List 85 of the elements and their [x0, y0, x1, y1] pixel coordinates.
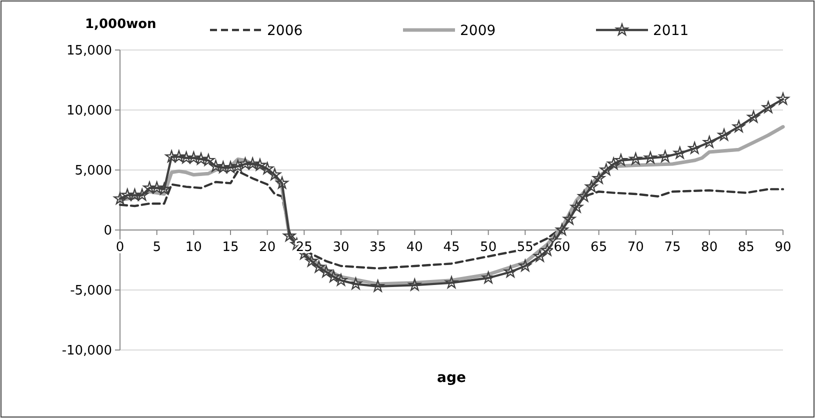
point	[334, 274, 348, 286]
y-tick-label: 5,000	[74, 164, 112, 179]
legend-label: 2009	[460, 22, 496, 39]
point	[556, 223, 568, 236]
point	[644, 151, 657, 164]
point	[540, 244, 554, 256]
point	[238, 157, 252, 170]
x-tick-label: 45	[443, 240, 460, 255]
point	[349, 277, 362, 290]
point	[305, 254, 318, 267]
x-tick-label: 15	[222, 240, 239, 255]
point	[150, 181, 164, 194]
point	[518, 259, 532, 272]
point	[143, 181, 156, 194]
point	[578, 190, 590, 202]
point	[114, 192, 126, 204]
point	[445, 276, 458, 288]
y-tick-label: -5,000	[70, 284, 112, 299]
y-tick-label: 15,000	[66, 44, 112, 59]
x-tick-label: 75	[664, 240, 681, 255]
point	[776, 92, 790, 105]
x-tick-label: 5	[152, 240, 161, 255]
point	[172, 150, 186, 162]
point	[585, 180, 598, 192]
point	[747, 110, 760, 123]
point	[261, 162, 274, 174]
point	[408, 278, 421, 291]
point	[121, 188, 134, 201]
point	[372, 280, 384, 292]
point	[268, 168, 281, 180]
point	[180, 151, 193, 164]
point	[703, 136, 716, 148]
legend-label: 2011	[653, 22, 689, 39]
point	[563, 212, 576, 225]
x-tick-label: 10	[185, 240, 202, 255]
y-axis-title: 1,000won	[85, 17, 156, 32]
point	[534, 250, 546, 262]
x-tick-label: 85	[738, 240, 754, 255]
point	[187, 151, 200, 164]
x-tick-label: 0	[116, 240, 124, 255]
point	[607, 157, 620, 170]
point	[246, 157, 259, 170]
point	[320, 265, 333, 278]
y-tick-label: 0	[104, 224, 112, 239]
y-tick-label: -10,000	[62, 344, 112, 359]
point	[216, 161, 230, 174]
legend-label: 2006	[267, 22, 303, 39]
point	[283, 229, 296, 242]
point	[614, 154, 628, 166]
point	[629, 152, 642, 165]
point	[209, 160, 222, 172]
x-tick-label: 30	[332, 240, 350, 255]
x-tick-label: 35	[370, 240, 386, 255]
y-tick-label: 10,000	[66, 104, 112, 119]
point	[136, 188, 148, 201]
point	[165, 150, 178, 162]
x-tick-label: 20	[259, 240, 276, 255]
point	[762, 101, 775, 114]
point	[570, 200, 584, 213]
point	[312, 260, 326, 273]
point	[688, 142, 701, 154]
point	[674, 146, 686, 159]
x-tick-label: 60	[554, 240, 570, 255]
point	[482, 271, 495, 284]
point	[592, 172, 606, 184]
point	[658, 150, 672, 162]
point	[504, 265, 517, 278]
point	[732, 120, 746, 132]
x-tick-label: 70	[627, 240, 644, 255]
x-tick-label: 40	[406, 240, 423, 255]
x-axis-title: age	[437, 370, 466, 386]
point	[276, 176, 288, 189]
point	[202, 154, 215, 166]
x-tick-label: 80	[701, 240, 718, 255]
x-tick-label: 90	[774, 240, 792, 255]
x-tick-label: 65	[590, 240, 608, 255]
point	[158, 182, 170, 195]
point	[327, 270, 340, 282]
point	[718, 128, 730, 141]
x-tick-label: 50	[480, 240, 497, 255]
point	[224, 161, 237, 174]
point	[254, 158, 266, 171]
point	[194, 152, 208, 165]
point	[128, 188, 142, 201]
point	[600, 163, 612, 176]
